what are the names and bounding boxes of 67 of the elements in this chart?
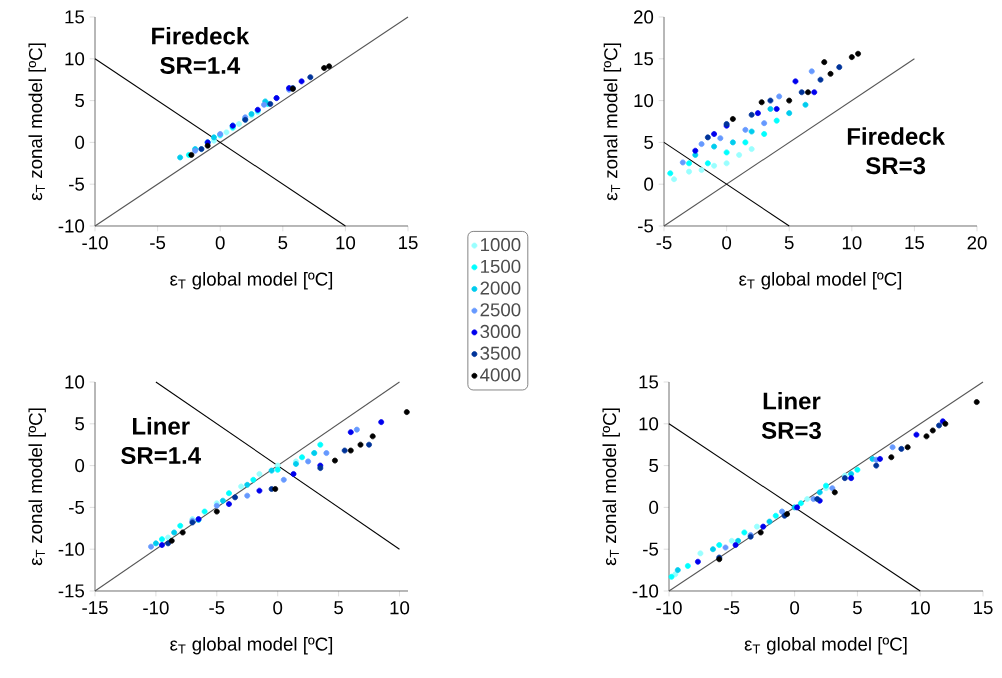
- y-tick-label: 15: [65, 10, 85, 24]
- x-tick-label: 5: [852, 601, 862, 615]
- x-tick-label: 5: [784, 236, 794, 250]
- annotation: Firedeck: [152, 26, 250, 45]
- x-tick-label: 5: [334, 601, 343, 615]
- legend-label: 1500: [481, 259, 521, 273]
- y-axis-title: ε$_{T}$ zonal model [ºC]: [28, 43, 46, 201]
- y-tick-label: -10: [58, 542, 85, 556]
- x-tick-label: 0: [273, 601, 283, 615]
- x-tick-label: 10: [911, 601, 930, 615]
- x-tick-label: 10: [842, 236, 862, 250]
- annotation: Liner: [133, 417, 190, 435]
- legend-label: 3500: [480, 346, 521, 360]
- x-axis-title: ε$_{T}$ global model [ºC]: [739, 272, 902, 290]
- y-tick-label: -5: [643, 542, 659, 556]
- y-tick-label: 0: [75, 458, 85, 473]
- y-tick-label: -5: [69, 500, 85, 514]
- x-tick-label: 15: [974, 601, 993, 615]
- annotation: SR=1.4: [160, 56, 241, 74]
- x-axis-title: ε$_{T}$ global model [ºC]: [170, 637, 333, 655]
- legend-label: 4000: [480, 368, 521, 382]
- y-tick-label: 5: [644, 135, 654, 149]
- y-tick-label: -15: [58, 584, 85, 598]
- y-tick-label: 15: [639, 375, 659, 389]
- y-tick-label: -10: [632, 584, 659, 598]
- x-axis-title: ε$_{T}$ global model [ºC]: [170, 272, 333, 290]
- y-tick-label: 0: [644, 177, 654, 191]
- x-tick-label: 15: [399, 236, 418, 250]
- legend-label: 1000: [481, 238, 521, 252]
- x-tick-label: 20: [967, 236, 987, 250]
- y-tick-label: -10: [58, 219, 85, 233]
- x-tick-label: 5: [278, 236, 288, 250]
- y-tick-label: 10: [639, 417, 659, 431]
- x-axis-title: ε$_{T}$ global model [ºC]: [744, 637, 907, 655]
- legend-label: 2500: [480, 303, 521, 317]
- y-tick-label: 15: [634, 52, 654, 66]
- y-tick-label: 10: [65, 52, 85, 66]
- x-tick-label: 0: [215, 236, 225, 250]
- y-tick-label: 0: [75, 135, 85, 150]
- legend-label: 3000: [480, 324, 521, 339]
- x-tick-label: -10: [143, 601, 169, 615]
- annotation: SR=3: [761, 421, 821, 439]
- y-tick-label: -5: [69, 177, 85, 191]
- annotation: Liner: [763, 391, 821, 410]
- y-axis-title: ε$_{T}$ zonal model [ºC]: [602, 408, 620, 566]
- y-tick-label: -5: [638, 219, 654, 233]
- x-tick-label: 15: [905, 236, 925, 250]
- legend-label: 2000: [480, 281, 521, 295]
- y-tick-label: 5: [75, 417, 85, 431]
- x-tick-label: 0: [722, 236, 732, 250]
- y-axis-title: ε$_{T}$ zonal model [ºC]: [603, 43, 622, 201]
- y-tick-label: 10: [634, 93, 654, 108]
- annotation: SR=1.4: [121, 446, 201, 464]
- y-tick-label: 20: [634, 10, 654, 24]
- x-tick-label: -5: [724, 601, 740, 615]
- annotation: Firedeck: [847, 127, 946, 145]
- x-tick-label: 10: [390, 601, 410, 615]
- y-axis-title: ε$_{T}$ zonal model [ºC]: [28, 408, 46, 566]
- y-tick-label: 0: [649, 500, 659, 515]
- y-tick-label: 10: [65, 375, 85, 389]
- y-tick-label: 5: [75, 94, 85, 108]
- y-tick-label: 5: [649, 459, 659, 473]
- annotation: SR=3: [865, 157, 926, 175]
- x-tick-label: 10: [336, 236, 356, 250]
- x-tick-label: 0: [790, 601, 800, 615]
- x-tick-label: -5: [150, 236, 166, 250]
- x-tick-label: -5: [209, 601, 225, 615]
